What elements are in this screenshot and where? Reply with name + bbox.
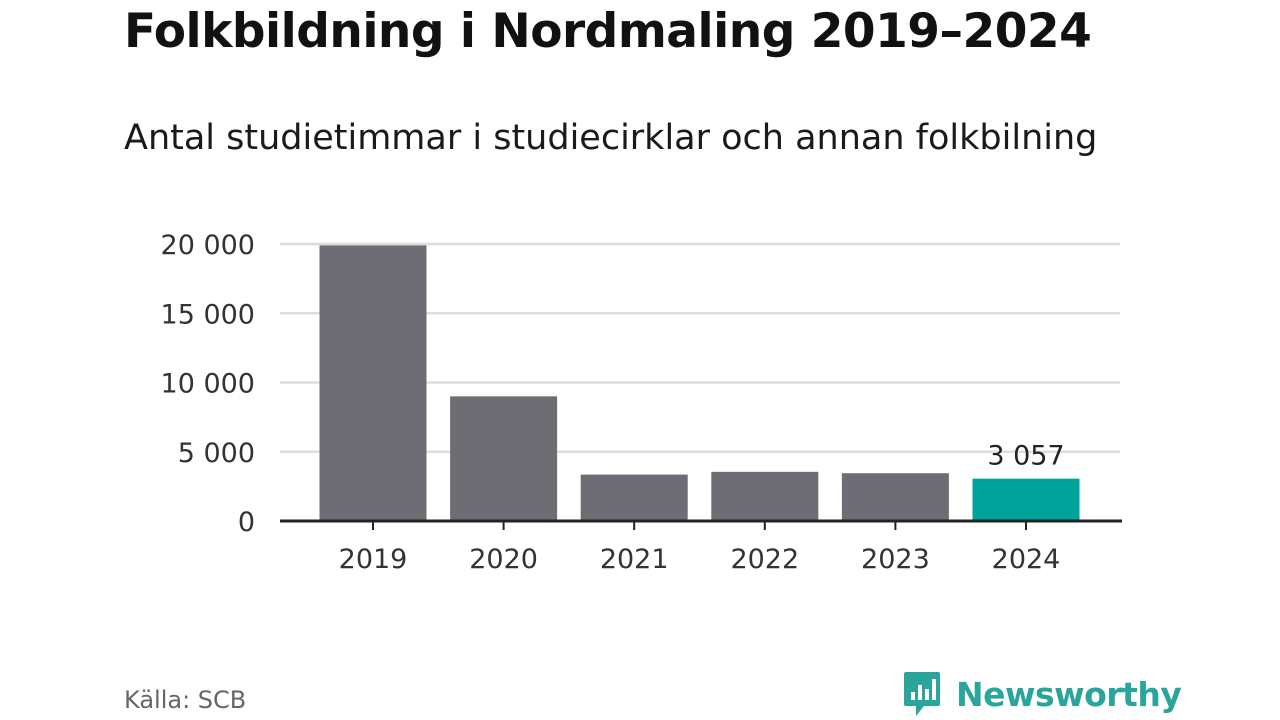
y-tick-label: 0 bbox=[238, 507, 255, 538]
data-label: 3 057 bbox=[987, 441, 1064, 472]
y-tick-label: 20 000 bbox=[161, 230, 255, 261]
bar-2023 bbox=[841, 473, 949, 521]
bar-2019 bbox=[319, 245, 427, 521]
brand-logo: Newsworthy bbox=[902, 670, 1182, 718]
y-axis-ticks: 0 5 000 10 000 15 000 20 000 bbox=[161, 230, 255, 538]
y-tick-label: 5 000 bbox=[178, 438, 255, 469]
x-tick-label: 2023 bbox=[861, 544, 930, 575]
brand-name: Newsworthy bbox=[956, 674, 1182, 714]
x-tick-label: 2022 bbox=[730, 544, 799, 575]
chart-subtitle: Antal studietimmar i studiecirklar och a… bbox=[124, 118, 1098, 158]
x-tick-label: 2024 bbox=[992, 544, 1061, 575]
y-tick-label: 15 000 bbox=[161, 299, 255, 330]
x-tick-label: 2020 bbox=[469, 544, 538, 575]
x-axis-ticks: 2019 2020 2021 2022 2023 2024 bbox=[339, 521, 1061, 575]
newsworthy-logo-icon bbox=[904, 672, 940, 716]
data-labels: 3 057 bbox=[987, 441, 1064, 472]
y-tick-label: 10 000 bbox=[161, 369, 255, 400]
bar-2024 bbox=[972, 478, 1080, 521]
source-note: Källa: SCB bbox=[124, 686, 247, 714]
x-tick-label: 2021 bbox=[600, 544, 669, 575]
bar-2021 bbox=[580, 474, 688, 521]
bar-2020 bbox=[450, 396, 558, 521]
bars bbox=[319, 245, 1080, 521]
chart-title: Folkbildning i Nordmaling 2019–2024 bbox=[124, 4, 1092, 59]
x-tick-label: 2019 bbox=[339, 544, 408, 575]
bar-2022 bbox=[711, 471, 819, 521]
